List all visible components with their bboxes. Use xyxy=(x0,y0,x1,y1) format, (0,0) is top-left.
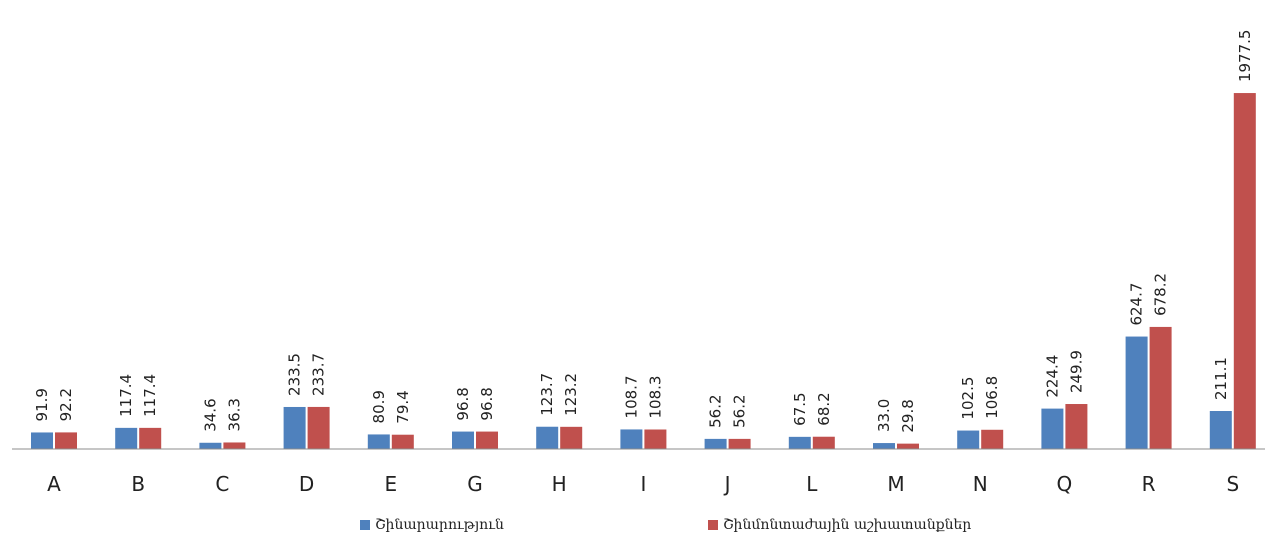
category-label-a: A xyxy=(47,472,61,496)
bar-g-series-1 xyxy=(452,431,474,449)
bars-group xyxy=(31,93,1256,450)
data-label-q-series-2: 249.9 xyxy=(1067,350,1085,393)
legend-item-series-1: Շինարարություն xyxy=(360,517,504,533)
category-label-i: I xyxy=(640,472,646,496)
legend: Շինարարություն Շինմոնտաժային աշխատանքներ xyxy=(0,517,1269,541)
bar-i-series-1 xyxy=(620,429,643,449)
bar-c-series-2 xyxy=(223,442,246,449)
bar-l-series-1 xyxy=(788,436,811,449)
bar-h-series-2 xyxy=(560,426,583,449)
category-label-n: N xyxy=(973,472,988,496)
data-label-r-series-1: 624.7 xyxy=(1128,283,1146,326)
category-label-j: J xyxy=(723,472,731,496)
bar-c-series-1 xyxy=(199,442,222,449)
data-label-g-series-2: 96.8 xyxy=(478,387,496,420)
data-label-s-series-2: 1977.5 xyxy=(1236,30,1254,83)
data-label-h-series-2: 123.2 xyxy=(562,373,580,416)
bar-s-series-2 xyxy=(1233,93,1256,450)
bar-s-series-1 xyxy=(1209,411,1232,449)
bar-j-series-2 xyxy=(728,438,751,449)
data-label-g-series-1: 96.8 xyxy=(454,387,472,420)
bar-e-series-2 xyxy=(391,434,414,449)
bar-e-series-1 xyxy=(367,434,390,449)
category-label-m: M xyxy=(887,472,904,496)
data-label-a-series-2: 92.2 xyxy=(57,388,75,421)
data-label-a-series-1: 91.9 xyxy=(33,388,51,421)
data-label-l-series-1: 67.5 xyxy=(791,392,809,425)
data-label-c-series-2: 36.3 xyxy=(225,398,243,431)
bar-n-series-2 xyxy=(981,429,1004,449)
bar-d-series-1 xyxy=(283,406,306,449)
data-label-h-series-1: 123.7 xyxy=(538,373,556,416)
legend-label-series-1: Շինարարություն xyxy=(375,517,504,533)
bar-r-series-1 xyxy=(1125,336,1148,449)
category-label-s: S xyxy=(1226,472,1239,496)
bar-m-series-1 xyxy=(873,443,895,449)
category-label-r: R xyxy=(1142,472,1156,496)
bar-j-series-1 xyxy=(704,438,727,449)
bar-q-series-1 xyxy=(1041,408,1064,449)
data-label-n-series-2: 106.8 xyxy=(983,376,1001,419)
bar-a-series-2 xyxy=(55,432,77,449)
data-label-n-series-1: 102.5 xyxy=(959,377,977,420)
data-label-j-series-2: 56.2 xyxy=(731,394,749,427)
bar-m-series-2 xyxy=(897,443,919,449)
bar-d-series-2 xyxy=(307,406,330,449)
data-label-m-series-1: 33.0 xyxy=(875,399,893,432)
value-labels-group: 91.9 92.2 117.4 117.4 34.6 36.3 233.5 233.7 80.9… xyxy=(33,30,1254,433)
category-label-g: G xyxy=(467,472,483,496)
data-label-r-series-2: 678.2 xyxy=(1152,273,1170,316)
data-label-b-series-1: 117.4 xyxy=(117,374,135,417)
data-label-m-series-2: 29.8 xyxy=(899,399,917,432)
legend-swatch-series-1 xyxy=(360,520,370,530)
bar-l-series-2 xyxy=(812,436,835,449)
category-label-q: Q xyxy=(1057,472,1073,496)
bar-a-series-1 xyxy=(31,432,53,449)
category-label-d: D xyxy=(299,472,314,496)
bar-g-series-2 xyxy=(476,431,498,449)
category-label-h: H xyxy=(552,472,567,496)
data-label-s-series-1: 211.1 xyxy=(1212,357,1230,400)
bar-n-series-1 xyxy=(957,430,980,449)
bar-r-series-2 xyxy=(1149,326,1172,449)
category-label-b: B xyxy=(131,472,145,496)
data-label-e-series-1: 80.9 xyxy=(370,390,388,423)
data-label-l-series-2: 68.2 xyxy=(815,392,833,425)
legend-swatch-series-2 xyxy=(708,520,718,530)
category-label-l: L xyxy=(806,472,818,496)
bar-b-series-2 xyxy=(139,427,162,449)
bar-h-series-1 xyxy=(536,426,559,449)
category-label-c: C xyxy=(215,472,229,496)
legend-label-series-2: Շինմոնտաժային աշխատանքներ xyxy=(723,517,972,533)
data-label-d-series-1: 233.5 xyxy=(286,353,304,396)
data-label-d-series-2: 233.7 xyxy=(310,353,328,396)
bar-i-series-2 xyxy=(644,429,667,449)
bar-chart: 91.9 92.2 117.4 117.4 34.6 36.3 233.5 233.7 80.9… xyxy=(12,30,1265,496)
data-label-i-series-1: 108.7 xyxy=(622,375,640,418)
data-label-j-series-1: 56.2 xyxy=(707,394,725,427)
data-label-q-series-1: 224.4 xyxy=(1043,355,1061,398)
data-label-e-series-2: 79.4 xyxy=(394,390,412,423)
legend-item-series-2: Շինմոնտաժային աշխատանքներ xyxy=(708,517,971,533)
data-label-i-series-2: 108.3 xyxy=(646,376,664,419)
data-label-c-series-1: 34.6 xyxy=(201,398,219,431)
bar-b-series-1 xyxy=(115,427,138,449)
category-label-e: E xyxy=(384,472,397,496)
data-label-b-series-2: 117.4 xyxy=(141,374,159,417)
bar-q-series-2 xyxy=(1065,404,1088,449)
